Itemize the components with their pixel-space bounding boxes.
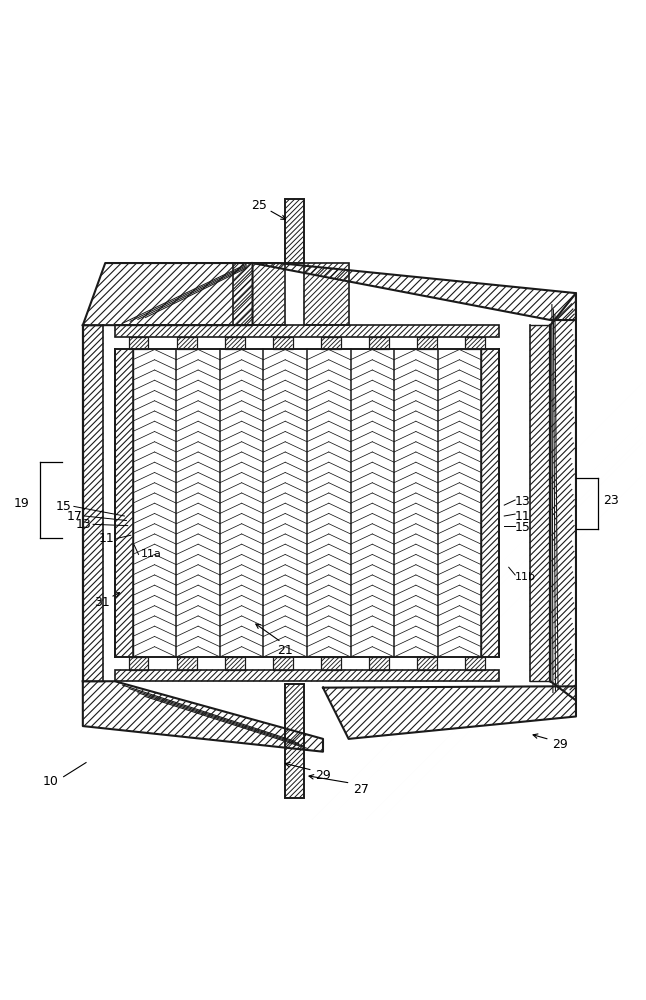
Text: 27: 27 — [353, 783, 370, 796]
Text: 11a: 11a — [140, 549, 162, 559]
Text: 11: 11 — [99, 532, 115, 545]
Bar — [177, 657, 196, 670]
Bar — [322, 657, 340, 670]
Bar — [285, 199, 304, 263]
Text: 29: 29 — [552, 738, 568, 751]
Text: 15: 15 — [56, 500, 72, 513]
Text: 10: 10 — [43, 775, 59, 788]
Bar — [417, 657, 437, 670]
Text: 17: 17 — [67, 510, 83, 523]
Bar — [225, 657, 245, 670]
Bar — [177, 337, 196, 349]
Bar — [225, 337, 245, 349]
Bar — [322, 337, 340, 349]
Text: 15: 15 — [515, 521, 531, 534]
Bar — [304, 263, 349, 325]
Bar — [417, 337, 437, 349]
Bar — [466, 337, 484, 349]
Bar — [466, 657, 484, 670]
Text: 11: 11 — [515, 510, 531, 523]
Text: 13: 13 — [76, 518, 91, 531]
Text: 21: 21 — [276, 644, 293, 657]
Bar — [273, 657, 293, 670]
Text: 19: 19 — [14, 497, 30, 510]
Text: 11b: 11b — [515, 572, 536, 582]
Text: 31: 31 — [94, 596, 110, 609]
Bar — [370, 337, 389, 349]
Bar — [129, 657, 149, 670]
Bar — [370, 657, 389, 670]
Text: 25: 25 — [251, 199, 267, 212]
Text: 29: 29 — [315, 769, 331, 782]
Bar — [129, 337, 149, 349]
Bar — [115, 349, 499, 657]
Text: 23: 23 — [603, 493, 619, 506]
Bar — [273, 337, 293, 349]
Text: 13: 13 — [515, 495, 531, 508]
Bar — [233, 263, 285, 325]
Bar — [285, 684, 304, 798]
Bar — [115, 325, 499, 337]
Bar — [115, 670, 499, 681]
